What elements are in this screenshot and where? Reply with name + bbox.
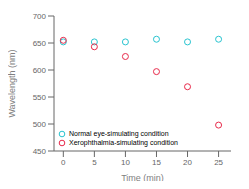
svg-text:20: 20 — [183, 158, 192, 167]
svg-text:700: 700 — [33, 12, 47, 21]
svg-text:25: 25 — [214, 158, 223, 167]
svg-text:Wavelength (nm): Wavelength (nm) — [8, 49, 17, 117]
html-text:Normal eye-simulating conditio: Normal eye-simulating condition — [69, 130, 169, 137]
svg-text:500: 500 — [33, 120, 47, 129]
svg-text:5: 5 — [92, 158, 97, 167]
svg-text:650: 650 — [33, 39, 47, 48]
svg-text:550: 550 — [33, 93, 47, 102]
html-text:Xerophthalmia-simulating condi: Xerophthalmia-simulating condition — [69, 139, 178, 146]
svg-text:450: 450 — [33, 147, 47, 156]
svg-text:Time (min): Time (min) — [121, 173, 164, 181]
svg-text:0: 0 — [61, 158, 66, 167]
svg-text:600: 600 — [33, 66, 47, 75]
svg-text:15: 15 — [152, 158, 161, 167]
svg-text:10: 10 — [121, 158, 130, 167]
